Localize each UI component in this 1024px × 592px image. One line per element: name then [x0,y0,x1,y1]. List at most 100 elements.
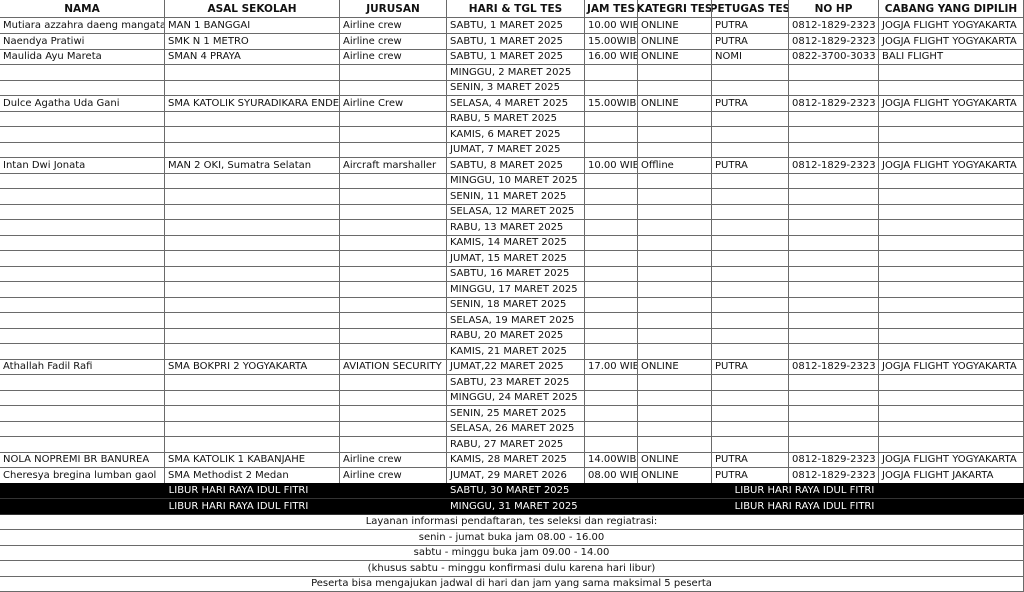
cell [0,142,165,158]
cell: NOLA NOPREMI BR BANUREA [0,452,165,468]
column-header: JAM TES [585,0,638,18]
cell: 14.00WIB [585,452,638,468]
cell: PUTRA [712,157,789,174]
cell [165,173,340,189]
cell [0,111,165,127]
cell: PUTRA [712,452,789,468]
cell: MAN 1 BANGGAI [165,18,340,34]
cell [638,328,712,344]
cell: JUMAT, 7 MARET 2025 [447,142,585,158]
cell [585,142,638,158]
cell: JOGJA FLIGHT YOGYAKARTA [879,157,1024,174]
cell [879,343,1024,360]
cell: SMA Methodist 2 Medan [165,467,340,484]
cell [712,312,789,329]
cell: SABTU, 1 MARET 2025 [447,33,585,50]
cell: RABU, 13 MARET 2025 [447,219,585,236]
cell [789,188,879,205]
cell [0,297,165,313]
cell [340,297,447,313]
cell [340,204,447,220]
cell [0,219,165,236]
info-note: (khusus sabtu - minggu konfirmasi dulu k… [0,560,1024,577]
cell [789,126,879,143]
cell [879,219,1024,236]
cell: RABU, 20 MARET 2025 [447,328,585,344]
cell [340,281,447,298]
cell: SABTU, 23 MARET 2025 [447,374,585,391]
cell [0,266,165,282]
cell [165,312,340,329]
cell: PUTRA [712,95,789,112]
cell: SENIN, 3 MARET 2025 [447,80,585,96]
info-note: senin - jumat buka jam 08.00 - 16.00 [0,529,1024,546]
cell [165,235,340,251]
cell: KAMIS, 21 MARET 2025 [447,343,585,360]
cell: Mutiara azzahra daeng mangata [0,18,165,34]
cell [879,281,1024,298]
cell [165,390,340,406]
cell [638,266,712,282]
cell: MINGGU, 24 MARET 2025 [447,390,585,406]
cell [638,204,712,220]
cell [0,173,165,189]
cell [340,328,447,344]
cell: 17.00 WIB [585,359,638,375]
cell [712,281,789,298]
cell [789,64,879,81]
cell [165,219,340,236]
cell [585,111,638,127]
cell [789,266,879,282]
cell [638,188,712,205]
cell [165,250,340,267]
cell [0,235,165,251]
cell [340,405,447,422]
cell [0,250,165,267]
column-header: NO HP [789,0,879,18]
cell: MINGGU, 2 MARET 2025 [447,64,585,81]
cell: NOMI [712,49,789,65]
cell [585,188,638,205]
cell [585,436,638,453]
cell: ONLINE [638,49,712,65]
cell: Cheresya bregina lumban gaol [0,467,165,484]
cell [340,343,447,360]
cell [340,266,447,282]
cell [638,390,712,406]
cell [0,126,165,143]
column-header: PETUGAS TES [712,0,789,18]
cell [165,188,340,205]
cell [638,281,712,298]
cell: Dulce Agatha Uda Gani [0,95,165,112]
cell [712,250,789,267]
cell [638,250,712,267]
cell [879,250,1024,267]
cell [712,343,789,360]
info-note: sabtu - minggu buka jam 09.00 - 14.00 [0,545,1024,561]
cell [340,219,447,236]
cell: 0812-1829-2323 [789,157,879,174]
cell [712,80,789,96]
cell: Maulida Ayu Mareta [0,49,165,65]
cell [638,126,712,143]
cell [585,219,638,236]
holiday-label: LIBUR HARI RAYA IDUL FITRI [585,499,1024,515]
cell: SELASA, 19 MARET 2025 [447,312,585,329]
cell: ONLINE [638,467,712,484]
cell [789,281,879,298]
cell [879,64,1024,81]
cell: JUMAT, 29 MARET 2026 [447,467,585,484]
cell [789,436,879,453]
cell [712,204,789,220]
cell [585,405,638,422]
holiday-label: LIBUR HARI RAYA IDUL FITRI [585,483,1024,499]
cell [638,64,712,81]
cell: Airline Crew [340,95,447,112]
column-header: KATEGRI TES [638,0,712,18]
cell [879,405,1024,422]
cell [879,80,1024,96]
cell [0,64,165,81]
cell [638,111,712,127]
column-header: ASAL SEKOLAH [165,0,340,18]
cell: JOGJA FLIGHT YOGYAKARTA [879,359,1024,375]
